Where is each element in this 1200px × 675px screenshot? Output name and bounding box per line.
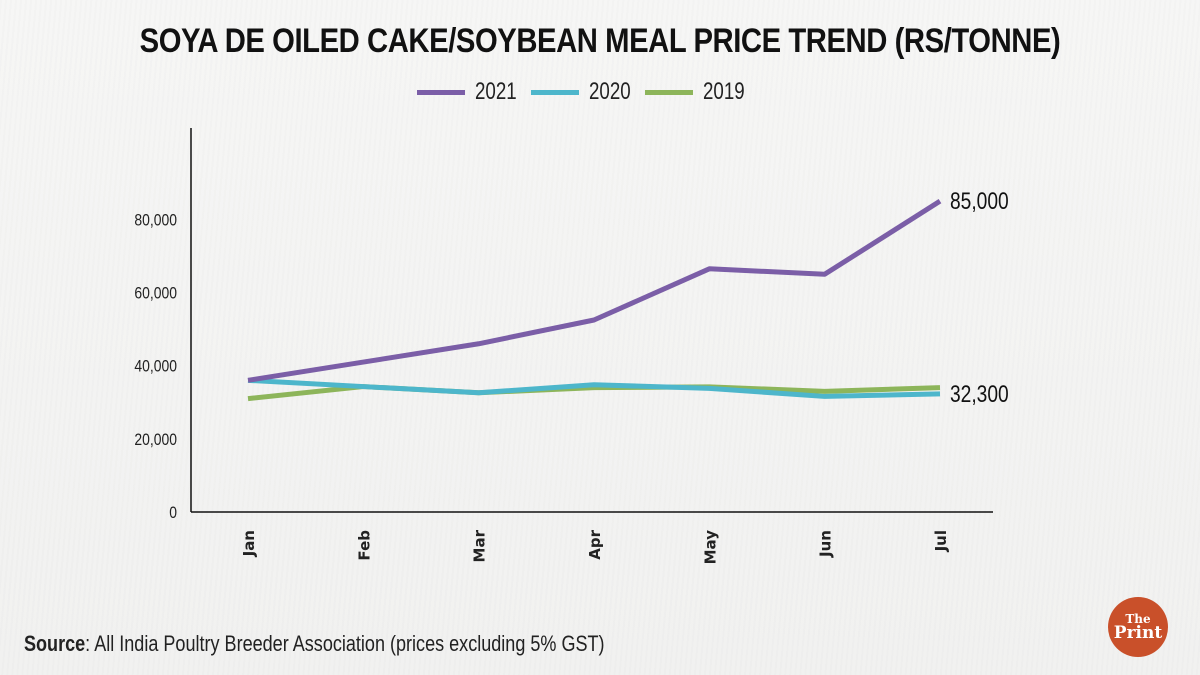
x-tick-label: May	[701, 530, 719, 565]
x-tick-label: Mar	[471, 529, 489, 562]
legend-swatch-2019	[645, 89, 693, 95]
data-label-2021: 85,000	[950, 187, 1009, 215]
x-tick-labels: Jan Feb Mar Apr May Jun Jul	[240, 529, 950, 564]
theprint-logo: The Print	[1108, 597, 1168, 657]
y-tick-label: 0	[169, 504, 177, 523]
legend-swatch-2020	[531, 89, 579, 95]
source-prefix: Source	[24, 631, 86, 656]
x-tick-label: Apr	[586, 529, 604, 559]
legend-item-2019: 2019	[645, 78, 747, 106]
source-text: : All India Poultry Breeder Association …	[85, 631, 605, 656]
logo-line2: Print	[1113, 622, 1163, 643]
legend-swatch-2021	[417, 89, 465, 95]
x-tick-label: Feb	[355, 530, 373, 561]
x-tick-label: Jan	[240, 530, 258, 557]
logo-line1: The	[1125, 611, 1151, 626]
axes	[190, 128, 993, 513]
series-line-2020	[247, 377, 941, 399]
source-note: Source: All India Poultry Breeder Associ…	[24, 631, 605, 657]
series-lines	[247, 199, 942, 402]
chart-title: SOYA DE OILED CAKE/SOYBEAN MEAL PRICE TR…	[139, 22, 1061, 60]
x-tick-label: Jul	[932, 530, 950, 552]
y-tick-label: 80,000	[134, 211, 177, 230]
y-tick-label: 40,000	[134, 357, 177, 376]
legend-item-2020: 2020	[531, 78, 633, 106]
y-tick-label: 60,000	[134, 284, 177, 303]
legend: 2021 2020 2019	[0, 78, 1182, 106]
annotations: 85,000 32,300	[950, 187, 1009, 407]
x-tick-label: Jun	[817, 530, 835, 558]
y-tick-label: 20,000	[134, 431, 177, 450]
series-line-2021	[247, 199, 942, 383]
legend-item-2021: 2021	[417, 78, 519, 106]
y-tick-labels: 0 20,000 40,000 60,000 80,000	[134, 211, 177, 522]
data-label-2020: 32,300	[950, 380, 1009, 408]
